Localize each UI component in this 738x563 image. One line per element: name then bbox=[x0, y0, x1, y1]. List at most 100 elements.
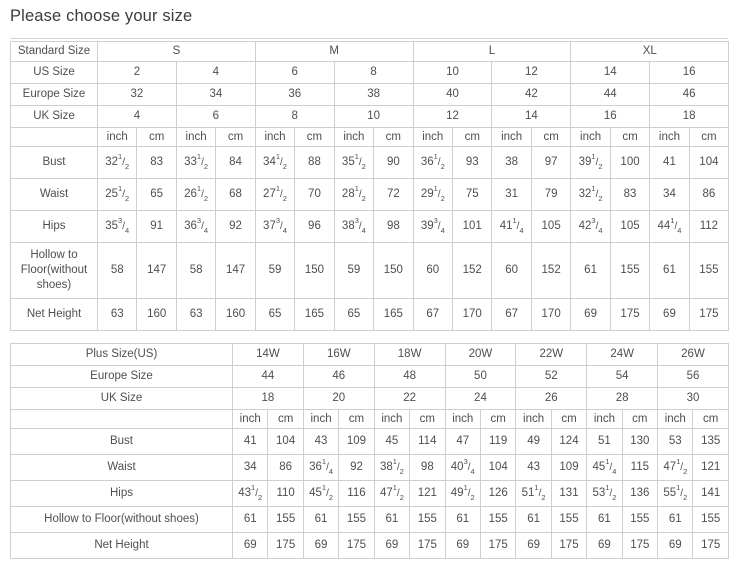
cell-inch: 69 bbox=[586, 532, 623, 559]
cell-value: 44 bbox=[570, 83, 651, 106]
unit-header-inch: inch bbox=[96, 127, 138, 147]
measurement-row: Bust 41 104 43 109 45 114 47 119 49 124 51 130 53 135 bbox=[10, 428, 729, 455]
unit-header-inch: inch bbox=[333, 127, 375, 147]
table-header-row: Plus Size(US) 14W 16W 18W 20W 22W 24W 26W bbox=[10, 343, 729, 366]
measurement-label: Waist bbox=[10, 454, 233, 481]
cell-inch: 45 bbox=[373, 428, 411, 455]
cell-cm: 109 bbox=[550, 454, 588, 481]
cell-cm: 110 bbox=[267, 480, 304, 507]
cell-cm: 101 bbox=[452, 210, 493, 243]
unit-header-inch: inch bbox=[444, 409, 481, 429]
cell-inch: 67 bbox=[491, 298, 532, 331]
measurement-label: Waist bbox=[10, 178, 98, 211]
cell-inch: 60 bbox=[412, 242, 454, 299]
row-label: Europe Size bbox=[10, 365, 233, 388]
row-label: US Size bbox=[10, 61, 98, 84]
cell-inch: 63 bbox=[175, 298, 217, 331]
unit-header-cm: cm bbox=[692, 409, 729, 429]
cell-cm: 75 bbox=[452, 178, 493, 211]
cell-cm: 155 bbox=[479, 506, 517, 533]
unit-header-cm: cm bbox=[550, 409, 588, 429]
cell-inch: 69 bbox=[302, 532, 340, 559]
cell-inch: 341/2 bbox=[254, 146, 296, 179]
cell-cm: 79 bbox=[530, 178, 572, 211]
cell-cm: 68 bbox=[215, 178, 256, 211]
row-label: UK Size bbox=[10, 105, 98, 128]
cell-inch: 391/2 bbox=[570, 146, 611, 179]
cell-inch: 271/2 bbox=[254, 178, 296, 211]
cell-cm: 65 bbox=[136, 178, 177, 211]
cell-cm: 86 bbox=[267, 454, 304, 481]
cell-cm: 121 bbox=[409, 480, 446, 507]
unit-header-cm: cm bbox=[452, 127, 493, 147]
measurement-row: Waist 251/2 65 261/2 68 271/2 70 281/2 72 291/2 75… bbox=[10, 178, 730, 211]
cell-inch: 511/2 bbox=[515, 480, 552, 507]
unit-header-cm: cm bbox=[373, 127, 414, 147]
plus-size-label: Plus Size(US) bbox=[10, 343, 233, 366]
cell-value: 46 bbox=[302, 365, 375, 388]
row-label: Europe Size bbox=[10, 83, 98, 106]
unit-header-inch: inch bbox=[649, 127, 690, 147]
cell-value: 12 bbox=[412, 105, 493, 128]
table-row: Europe Size 44 46 48 50 52 54 56 bbox=[10, 365, 729, 388]
cell-inch: 61 bbox=[570, 242, 611, 299]
cell-inch: 491/2 bbox=[444, 480, 481, 507]
cell-inch: 353/4 bbox=[96, 210, 138, 243]
cell-cm: 105 bbox=[609, 210, 651, 243]
cell-value: 18 bbox=[232, 387, 304, 410]
cell-value: 28 bbox=[586, 387, 659, 410]
cell-value: 22 bbox=[373, 387, 446, 410]
cell-inch: 291/2 bbox=[412, 178, 454, 211]
cell-inch: 59 bbox=[333, 242, 375, 299]
cell-value: 16 bbox=[649, 61, 730, 84]
measurement-row: Bust 321/2 83 331/2 84 341/2 88 351/2 90 361/2 93 3… bbox=[10, 146, 730, 179]
cell-inch: 471/2 bbox=[373, 480, 411, 507]
plus-size-18W: 18W bbox=[373, 343, 446, 366]
cell-cm: 175 bbox=[409, 532, 446, 559]
cell-cm: 155 bbox=[409, 506, 446, 533]
unit-header-cm: cm bbox=[267, 409, 304, 429]
cell-cm: 88 bbox=[294, 146, 335, 179]
cell-cm: 121 bbox=[692, 454, 729, 481]
cell-value: 10 bbox=[333, 105, 414, 128]
cell-inch: 61 bbox=[444, 506, 481, 533]
cell-inch: 60 bbox=[491, 242, 532, 299]
cell-cm: 70 bbox=[294, 178, 335, 211]
cell-value: 26 bbox=[515, 387, 588, 410]
cell-cm: 165 bbox=[373, 298, 414, 331]
cell-cm: 155 bbox=[267, 506, 304, 533]
cell-cm: 72 bbox=[373, 178, 414, 211]
cell-cm: 136 bbox=[621, 480, 659, 507]
cell-inch: 451/2 bbox=[302, 480, 340, 507]
measurement-row: Waist 34 86 361/4 92 381/2 98 403/4 104 43 109 451/… bbox=[10, 454, 729, 481]
unit-row: inch cm inch cm inch cm inch cm inch cm inch cm inch… bbox=[10, 409, 729, 429]
unit-header-inch: inch bbox=[302, 409, 340, 429]
unit-header-inch: inch bbox=[175, 127, 217, 147]
cell-inch: 361/4 bbox=[302, 454, 340, 481]
cell-cm: 175 bbox=[692, 532, 729, 559]
page-title: Please choose your size bbox=[10, 7, 193, 25]
cell-inch: 69 bbox=[231, 532, 269, 559]
cell-cm: 155 bbox=[609, 242, 651, 299]
cell-inch: 41 bbox=[649, 146, 690, 179]
table-header-row: Standard Size S M L XL bbox=[10, 41, 730, 62]
cell-cm: 86 bbox=[688, 178, 730, 211]
cell-value: 56 bbox=[657, 365, 729, 388]
cell-value: 30 bbox=[657, 387, 729, 410]
measurement-label: Net Height bbox=[10, 298, 98, 331]
cell-cm: 175 bbox=[550, 532, 588, 559]
cell-cm: 170 bbox=[530, 298, 572, 331]
unit-header-cm: cm bbox=[409, 409, 446, 429]
cell-cm: 155 bbox=[688, 242, 730, 299]
cell-cm: 175 bbox=[338, 532, 375, 559]
cell-inch: 58 bbox=[175, 242, 217, 299]
cell-inch: 43 bbox=[515, 454, 552, 481]
cell-value: 8 bbox=[254, 105, 335, 128]
cell-cm: 155 bbox=[550, 506, 588, 533]
measurement-label: Bust bbox=[10, 428, 233, 455]
cell-inch: 61 bbox=[302, 506, 340, 533]
plus-size-14W: 14W bbox=[232, 343, 304, 366]
cell-cm: 97 bbox=[530, 146, 572, 179]
plus-size-24W: 24W bbox=[586, 343, 659, 366]
